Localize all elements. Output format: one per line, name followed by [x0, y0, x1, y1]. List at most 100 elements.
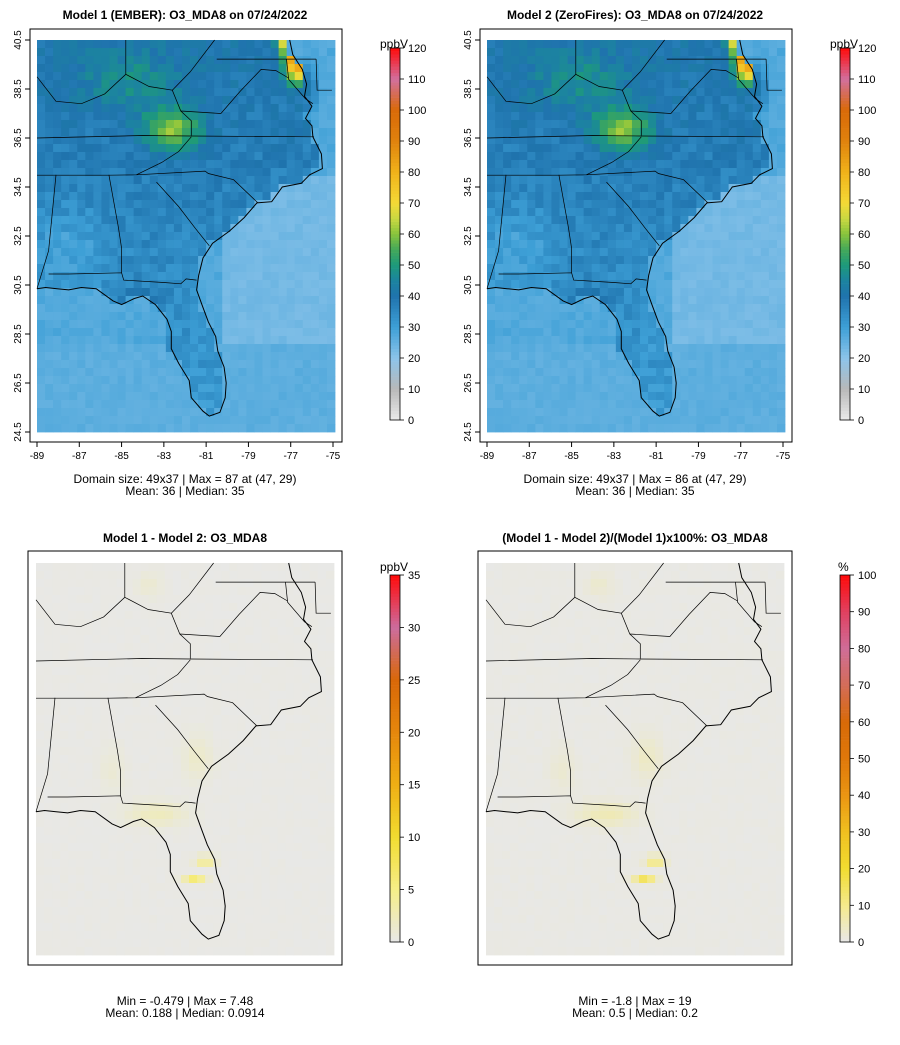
panel-2-state-border	[487, 170, 709, 204]
panel-4-title: (Model 1 - Model 2)/(Model 1)x100%: O3_M…	[502, 531, 768, 545]
panel-2-state-border	[486, 135, 765, 139]
panel-2-stats-line2: Mean: 36 | Median: 35	[575, 484, 695, 498]
panel-3-colorbar-tick-label: 0	[408, 937, 414, 949]
panel-2-x-tick-label: -77	[733, 451, 748, 462]
panel-1-y-tick-label: 34.5	[13, 177, 24, 197]
panel-4-state-border	[629, 592, 738, 637]
panel-1-state-border	[180, 69, 289, 114]
panel-2-colorbar-tick-label: 120	[858, 43, 876, 55]
panel-4-colorbar-tick-label: 70	[858, 680, 870, 692]
panel-2-colorbar-tick-label: 40	[858, 291, 870, 303]
panel-3-state-border	[36, 693, 258, 727]
panel-3-state-border	[35, 563, 126, 628]
panel-1-state-border	[156, 181, 210, 247]
panel-2-x-tick-label: -87	[522, 451, 537, 462]
panel-1-colorbar-tick-label: 110	[408, 74, 426, 86]
panel-4-stats-line2: Mean: 0.5 | Median: 0.2	[572, 1006, 698, 1020]
panel-1-colorbar-tick-label: 70	[408, 198, 420, 210]
panel-3-colorbar-tick-label: 30	[408, 622, 420, 634]
panel-1-state-border	[36, 174, 57, 289]
panel-2-title: Model 2 (ZeroFires): O3_MDA8 on 07/24/20…	[506, 8, 764, 22]
panel-3-state-border	[171, 562, 214, 614]
panel-3-state-border	[107, 697, 121, 796]
panel-1-colorbar-tick-label: 10	[408, 384, 420, 396]
panel-2-colorbar-tick-label: 50	[858, 260, 870, 272]
panel-1-x-tick-label: -89	[30, 451, 45, 462]
panel-2-unit-label: ppbV	[830, 37, 859, 51]
panel-4-state-border	[585, 659, 641, 699]
panel-4-state-border	[605, 704, 659, 770]
panel-1-y-tick-label: 24.5	[13, 422, 24, 442]
panel-3-state-border	[285, 582, 313, 627]
panel-2-state-border	[486, 40, 577, 105]
panel-1-colorbar-tick-label: 50	[408, 260, 420, 272]
panel-2-y-tick-label: 40.5	[463, 30, 474, 50]
panel-2-colorbar: 0 10 20 30 40 50 60 70 80 90 100 110 120	[839, 43, 876, 427]
panel-2-colorbar-tick-label: 30	[858, 322, 870, 334]
panel-1-stats-line1: Domain size: 49x37 | Max = 87 at (47, 29…	[73, 472, 297, 486]
panel-4-state-border	[574, 596, 641, 659]
panel-2-y-tick-label: 36.5	[463, 128, 474, 148]
panel-1-state-border	[36, 40, 127, 105]
panel-1-x-tick-label: -79	[241, 451, 256, 462]
panel-2-state-border	[575, 73, 642, 136]
panel-3-state-border	[179, 592, 288, 637]
panel-1-colorbar-tick-label: 120	[408, 43, 426, 55]
panel-3-colorbar-tick-label: 15	[408, 780, 420, 792]
panel-4-state-border	[485, 697, 506, 812]
panel-2-x-tick-label: -89	[480, 451, 495, 462]
panel-3-colorbar-frame	[389, 574, 401, 943]
panel-1-state-border	[108, 174, 122, 273]
panel-1-title: Model 1 (EMBER): O3_MDA8 on 07/24/2022	[62, 8, 308, 22]
panel-4-colorbar-tick-label: 40	[858, 790, 870, 802]
panel-2-colorbar-tick-label: 100	[858, 105, 876, 117]
panel-3-colorbar-tick-label: 20	[408, 727, 420, 739]
panel-4-colorbar-tick-label: 0	[858, 937, 864, 949]
panel-3-state-border	[135, 659, 191, 699]
panel-2-colorbar-tick-label: 10	[858, 384, 870, 396]
panel-1-y-tick-label: 36.5	[13, 128, 24, 148]
panel-4-colorbar-tick-label: 100	[858, 570, 876, 582]
panel-4-colorbar-tick-label: 10	[858, 900, 870, 912]
panel-4-colorbar-tick-label: 20	[858, 864, 870, 876]
panel-1-y-tick-label: 32.5	[13, 226, 24, 246]
panel-2-y-tick-label: 38.5	[463, 79, 474, 99]
panel-1-colorbar: 0 10 20 30 40 50 60 70 80 90 100 110 120	[389, 43, 426, 427]
panel-2-x-tick-label: -81	[649, 451, 664, 462]
panel-1-state-border	[48, 272, 197, 285]
panel-2-y-tick-label: 30.5	[463, 275, 474, 295]
panel-2-x-tick-label: -79	[691, 451, 706, 462]
panel-1-state-border	[37, 170, 259, 204]
panel-2-colorbar-tick-label: 90	[858, 136, 870, 148]
panel-2-colorbar-tick-label: 60	[858, 229, 870, 241]
panel-2-colorbar-tick-label: 20	[858, 353, 870, 365]
panel-3-plot-frame	[27, 550, 343, 966]
panel-4-state-border	[485, 658, 764, 662]
panel-3-title: Model 1 - Model 2: O3_MDA8	[102, 531, 268, 545]
panel-1-colorbar-tick-label: 80	[408, 167, 420, 179]
panel-1-y-tick-label: 40.5	[13, 30, 24, 50]
panel-4-state-border	[557, 697, 571, 796]
panel-3-state-border	[35, 697, 56, 812]
panel-2-y-tick-label: 34.5	[463, 177, 474, 197]
panel-2-state-border	[622, 39, 665, 91]
panel-1-map	[36, 39, 336, 433]
panel-3-colorbar-tick-label: 10	[408, 832, 420, 844]
panel-3-state-border	[124, 596, 191, 659]
panel-2-x-tick-label: -83	[607, 451, 622, 462]
panel-2-colorbar-tick-label: 80	[858, 167, 870, 179]
panel-1-x-tick-label: -83	[157, 451, 172, 462]
panel-2-state-border	[498, 272, 647, 285]
panel-2-colorbar-tick-label: 70	[858, 198, 870, 210]
panel-1-unit-label: ppbV	[380, 37, 409, 51]
panel-4-state-border	[486, 693, 708, 727]
panel-2-y-tick-label: 28.5	[463, 324, 474, 344]
panel-2-colorbar-tick-label: 110	[858, 74, 876, 86]
panel-1-colorbar-tick-label: 0	[408, 415, 414, 427]
panel-1-colorbar-tick-label: 90	[408, 136, 420, 148]
panel-1-y-tick-label: 38.5	[13, 79, 24, 99]
panel-4-colorbar-tick-label: 50	[858, 754, 870, 766]
panel-1-colorbar-tick-label: 100	[408, 105, 426, 117]
